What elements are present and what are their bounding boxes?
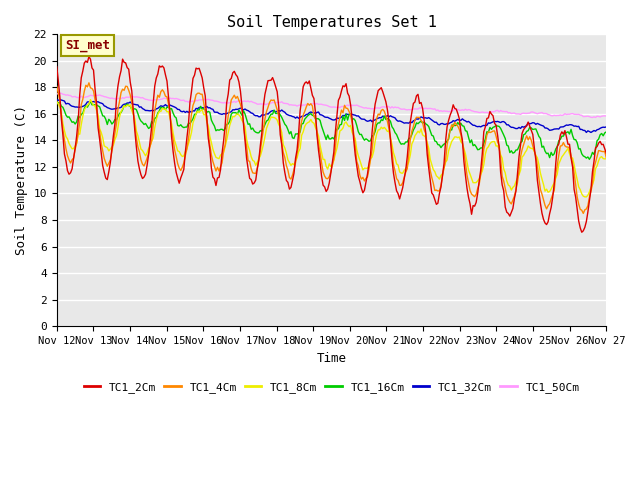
Y-axis label: Soil Temperature (C): Soil Temperature (C) (15, 105, 28, 255)
Text: SI_met: SI_met (65, 39, 110, 52)
Title: Soil Temperatures Set 1: Soil Temperatures Set 1 (227, 15, 436, 30)
Legend: TC1_2Cm, TC1_4Cm, TC1_8Cm, TC1_16Cm, TC1_32Cm, TC1_50Cm: TC1_2Cm, TC1_4Cm, TC1_8Cm, TC1_16Cm, TC1… (79, 377, 584, 397)
X-axis label: Time: Time (317, 352, 346, 365)
